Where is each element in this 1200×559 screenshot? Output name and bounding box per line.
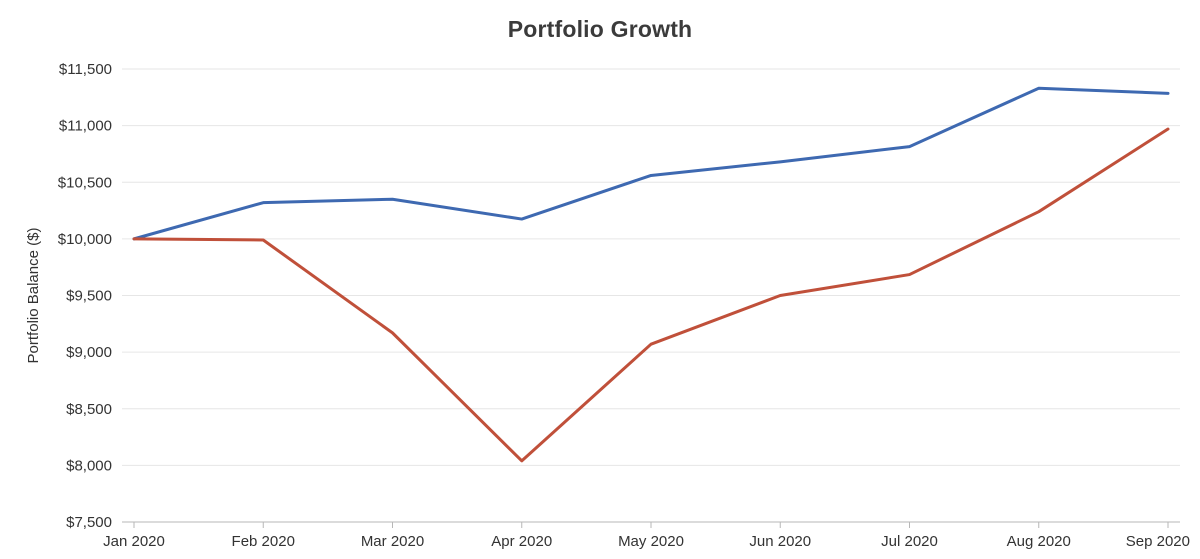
y-tick-label: $9,500 xyxy=(66,288,112,305)
x-tick-label: May 2020 xyxy=(618,533,684,550)
x-tick-label: Sep 2020 xyxy=(1126,533,1190,550)
y-tick-label: $9,000 xyxy=(66,344,112,361)
x-tick-label: Aug 2020 xyxy=(1007,533,1071,550)
chart-title: Portfolio Growth xyxy=(507,16,693,42)
x-tick-label: Apr 2020 xyxy=(491,533,552,550)
y-tick-label: $8,000 xyxy=(66,457,112,474)
y-tick-label: $10,000 xyxy=(58,231,112,248)
y-tick-label: $10,500 xyxy=(58,174,112,191)
y-axis-title: Portfolio Balance ($) xyxy=(25,228,42,364)
series-2-red-line xyxy=(132,127,1170,463)
x-tick-label: Jun 2020 xyxy=(749,533,811,550)
y-tick-label: $8,500 xyxy=(66,401,112,418)
series-1-blue-line xyxy=(132,86,1170,241)
y-tick-label: $11,500 xyxy=(59,61,112,78)
x-tick-label: Mar 2020 xyxy=(361,533,424,550)
x-tick-label: Feb 2020 xyxy=(232,533,295,550)
x-tick-label: Jan 2020 xyxy=(103,533,165,550)
y-tick-label: $11,000 xyxy=(59,118,112,135)
y-tick-label: $7,500 xyxy=(66,514,112,531)
x-tick-label: Jul 2020 xyxy=(881,533,938,550)
